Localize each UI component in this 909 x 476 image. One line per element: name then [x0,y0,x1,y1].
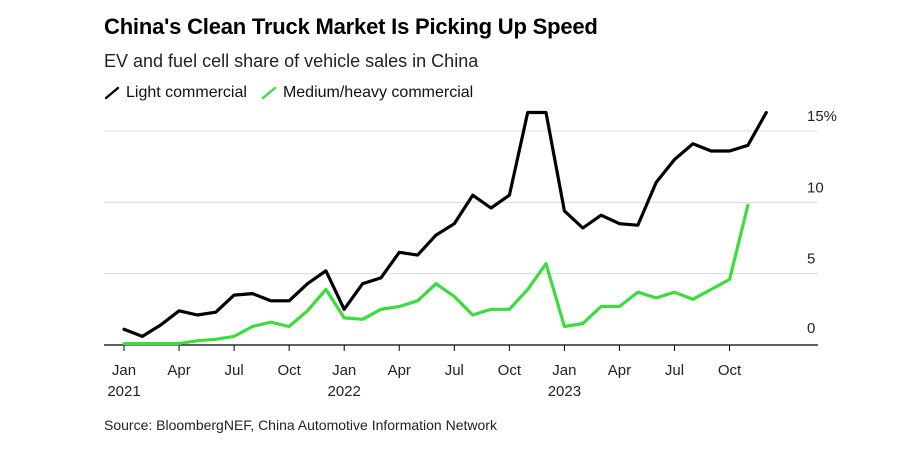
y-tick-label: 15% [807,108,837,125]
chart-source: Source: BloombergNEF, China Automotive I… [104,417,497,433]
x-tick-label: Oct [718,362,742,379]
legend-item-light-commercial: Light commercial [104,84,247,102]
x-tick-label: Apr [388,362,411,379]
x-tick-label: Jul [445,362,464,379]
x-tick-label: Jan [112,362,136,379]
legend-swatch-heavy-icon [261,86,277,100]
x-tick-label: Oct [498,362,522,379]
x-tick-year-label: 2021 [107,383,140,400]
x-tick-label: Apr [608,362,631,379]
legend-swatch-light-icon [104,86,120,100]
chart-legend: Light commercial Medium/heavy commercial [104,84,487,102]
x-tick-year-label: 2023 [548,383,581,400]
legend-label-light: Light commercial [126,84,247,101]
series-line-medium-heavy-commercial [122,203,750,346]
y-tick-label: 0 [807,320,815,337]
legend-item-medium-heavy: Medium/heavy commercial [261,84,473,102]
y-tick-label: 5 [807,251,815,268]
x-tick-label: Apr [167,362,190,379]
x-tick-label: Jan [552,362,576,379]
x-tick-label: Oct [277,362,301,379]
y-tick-label: 10 [807,179,824,196]
chart-subtitle: EV and fuel cell share of vehicle sales … [104,51,479,71]
series-line-light-commercial [122,110,768,338]
x-tick-label: Jan [332,362,356,379]
legend-label-heavy: Medium/heavy commercial [282,84,474,101]
chart-title: China's Clean Truck Market Is Picking Up… [104,14,598,39]
x-tick-label: Jul [225,362,244,379]
x-tick-label: Jul [665,362,684,379]
x-tick-year-label: 2022 [328,383,361,400]
